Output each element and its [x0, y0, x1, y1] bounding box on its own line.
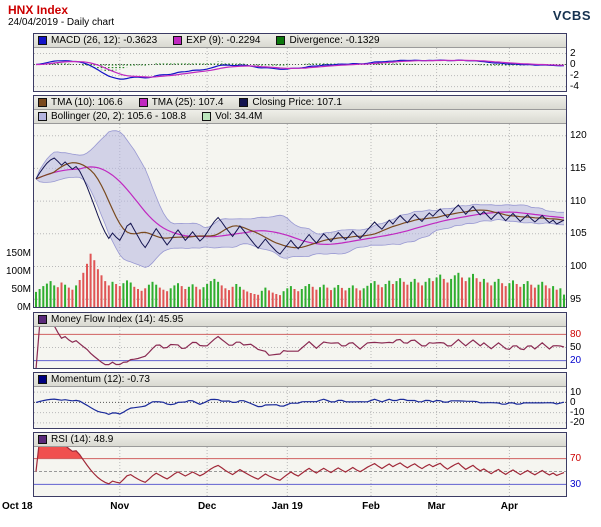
- y-axis-label: 0: [570, 59, 576, 71]
- closing-price-series-swatch-icon: [239, 98, 249, 107]
- rsi-legend: RSI (14): 48.9: [34, 433, 566, 447]
- y-axis-label: 115: [570, 162, 586, 174]
- y-axis-label: -2: [570, 70, 579, 82]
- legend-item-tma25-series: TMA (25): 107.4: [138, 96, 224, 109]
- x-axis-label: Feb: [362, 501, 380, 512]
- momentum-panel: Momentum (12): -0.73: [33, 372, 567, 429]
- tma10-series-label: TMA (10): 106.6: [51, 97, 123, 108]
- y-axis-label: -20: [570, 417, 585, 429]
- legend-item-rsi-series: RSI (14): 48.9: [38, 433, 113, 446]
- volume-series-label: Vol: 34.4M: [215, 111, 263, 122]
- y-axis-label: -10: [570, 407, 585, 419]
- volume-axis-label: 150M: [5, 248, 31, 259]
- divergence-series-label: Divergence: -0.1329: [289, 35, 380, 46]
- macd-plot: [34, 48, 566, 91]
- x-axis-label: Oct 18: [2, 501, 33, 512]
- price-plot: [34, 124, 566, 307]
- divergence-series-swatch-icon: [276, 36, 286, 45]
- momentum-series-label: Momentum (12): -0.73: [51, 374, 150, 385]
- y-axis-label: 105: [570, 228, 587, 240]
- y-axis-label: 30: [570, 478, 582, 490]
- macd-series-label: MACD (26, 12): -0.3623: [51, 35, 158, 46]
- exp-series-swatch-icon: [173, 36, 183, 45]
- y-axis-label: 20: [570, 355, 582, 367]
- rsi-series-swatch-icon: [38, 435, 47, 444]
- mfi-series-swatch-icon: [38, 315, 47, 324]
- y-axis-label: 100: [570, 260, 587, 272]
- rsi-panel: RSI (14): 48.9: [33, 432, 567, 497]
- mfi-plot: [34, 327, 566, 368]
- legend-item-mfi-series: Money Flow Index (14): 45.95: [38, 313, 183, 326]
- mfi-panel: Money Flow Index (14): 45.95: [33, 312, 567, 369]
- tma25-series-swatch-icon: [138, 98, 148, 107]
- momentum-legend: Momentum (12): -0.73: [34, 373, 566, 387]
- legend-item-divergence-series: Divergence: -0.1329: [276, 34, 380, 47]
- y-axis-label: 95: [570, 293, 582, 305]
- tma10-series-swatch-icon: [38, 98, 47, 107]
- x-axis-label: Mar: [427, 501, 446, 512]
- price-panel: TMA (10): 106.6 TMA (25): 107.4 Closing Pr…: [33, 95, 567, 308]
- y-axis-label: -4: [570, 81, 579, 93]
- momentum-plot: [34, 387, 566, 428]
- x-axis-label: Nov: [110, 501, 130, 512]
- x-axis-label: Dec: [197, 501, 217, 512]
- legend-item-tma10-series: TMA (10): 106.6: [38, 96, 123, 109]
- y-axis-label: 120: [570, 130, 587, 142]
- macd-panel: MACD (26, 12): -0.3623 EXP (9): -0.2294 Di…: [33, 33, 567, 92]
- price-legend-row1: TMA (10): 106.6 TMA (25): 107.4 Closing Pr…: [34, 96, 566, 110]
- legend-item-bollinger-series: Bollinger (20, 2): 105.6 - 108.8: [38, 110, 186, 123]
- legend-item-exp-series: EXP (9): -0.2294: [173, 34, 260, 47]
- page-title: HNX Index: [8, 3, 69, 17]
- price-legend-row2: Bollinger (20, 2): 105.6 - 108.8 Vol: 34.…: [34, 110, 566, 124]
- exp-series-label: EXP (9): -0.2294: [186, 35, 261, 46]
- y-axis-label: 50: [570, 342, 582, 353]
- y-axis-label: 0: [570, 396, 576, 408]
- brand-logo: VCBS: [552, 8, 591, 23]
- y-axis-label: 80: [570, 328, 582, 340]
- tma25-series-label: TMA (25): 107.4: [151, 97, 224, 108]
- volume-axis-label: 0M: [17, 302, 31, 313]
- volume-axis-label: 50M: [11, 284, 31, 295]
- volume-axis-label: 100M: [5, 266, 31, 277]
- y-axis-label: 10: [570, 386, 582, 398]
- y-axis-label: 2: [570, 48, 576, 59]
- chart-subtitle: 24/04/2019 - Daily chart: [8, 17, 115, 28]
- legend-item-closing-price-series: Closing Price: 107.1: [239, 96, 342, 109]
- closing-price-series-label: Closing Price: 107.1: [252, 97, 342, 108]
- rsi-series-label: RSI (14): 48.9: [51, 434, 114, 445]
- mfi-legend: Money Flow Index (14): 45.95: [34, 313, 566, 327]
- x-axis-label: Apr: [500, 501, 518, 512]
- rsi-plot: [34, 447, 566, 496]
- bollinger-series-swatch-icon: [38, 112, 47, 121]
- bollinger-series-label: Bollinger (20, 2): 105.6 - 108.8: [51, 111, 187, 122]
- macd-legend: MACD (26, 12): -0.3623 EXP (9): -0.2294 Di…: [34, 34, 566, 48]
- volume-series-swatch-icon: [202, 112, 212, 121]
- mfi-series-label: Money Flow Index (14): 45.95: [51, 314, 184, 325]
- macd-series-swatch-icon: [38, 36, 47, 45]
- legend-item-macd-series: MACD (26, 12): -0.3623: [38, 34, 157, 47]
- legend-item-volume-series: Vol: 34.4M: [202, 110, 262, 123]
- x-axis-label: Jan 19: [271, 501, 303, 512]
- momentum-series-swatch-icon: [38, 375, 47, 384]
- y-axis-label: 70: [570, 453, 582, 465]
- legend-item-momentum-series: Momentum (12): -0.73: [38, 373, 150, 386]
- y-axis-label: 110: [570, 195, 586, 207]
